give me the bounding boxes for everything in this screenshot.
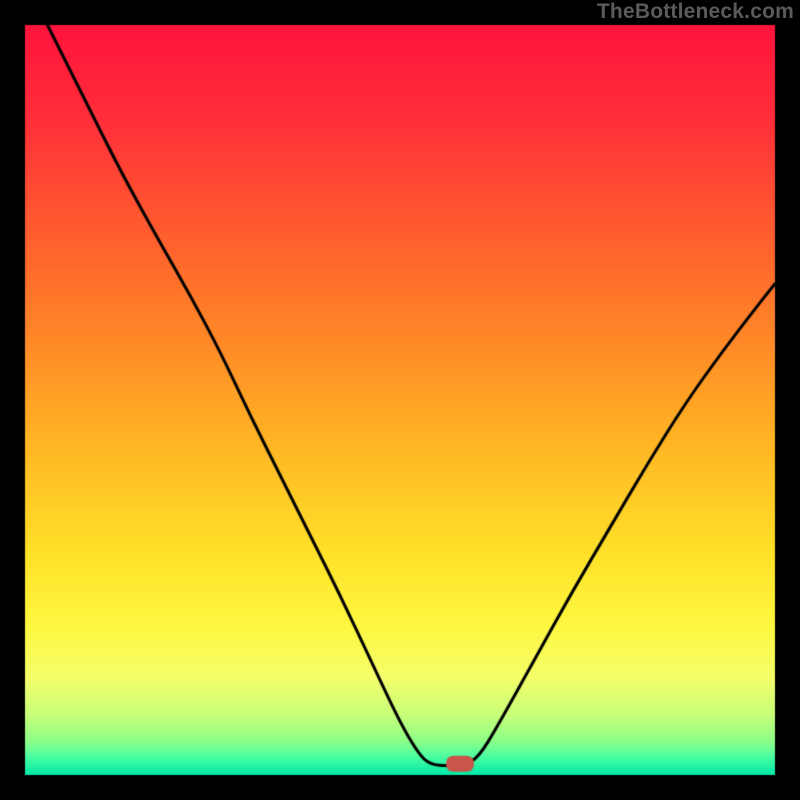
chart-container: TheBottleneck.com	[0, 0, 800, 800]
bottleneck-chart-canvas	[0, 0, 800, 800]
